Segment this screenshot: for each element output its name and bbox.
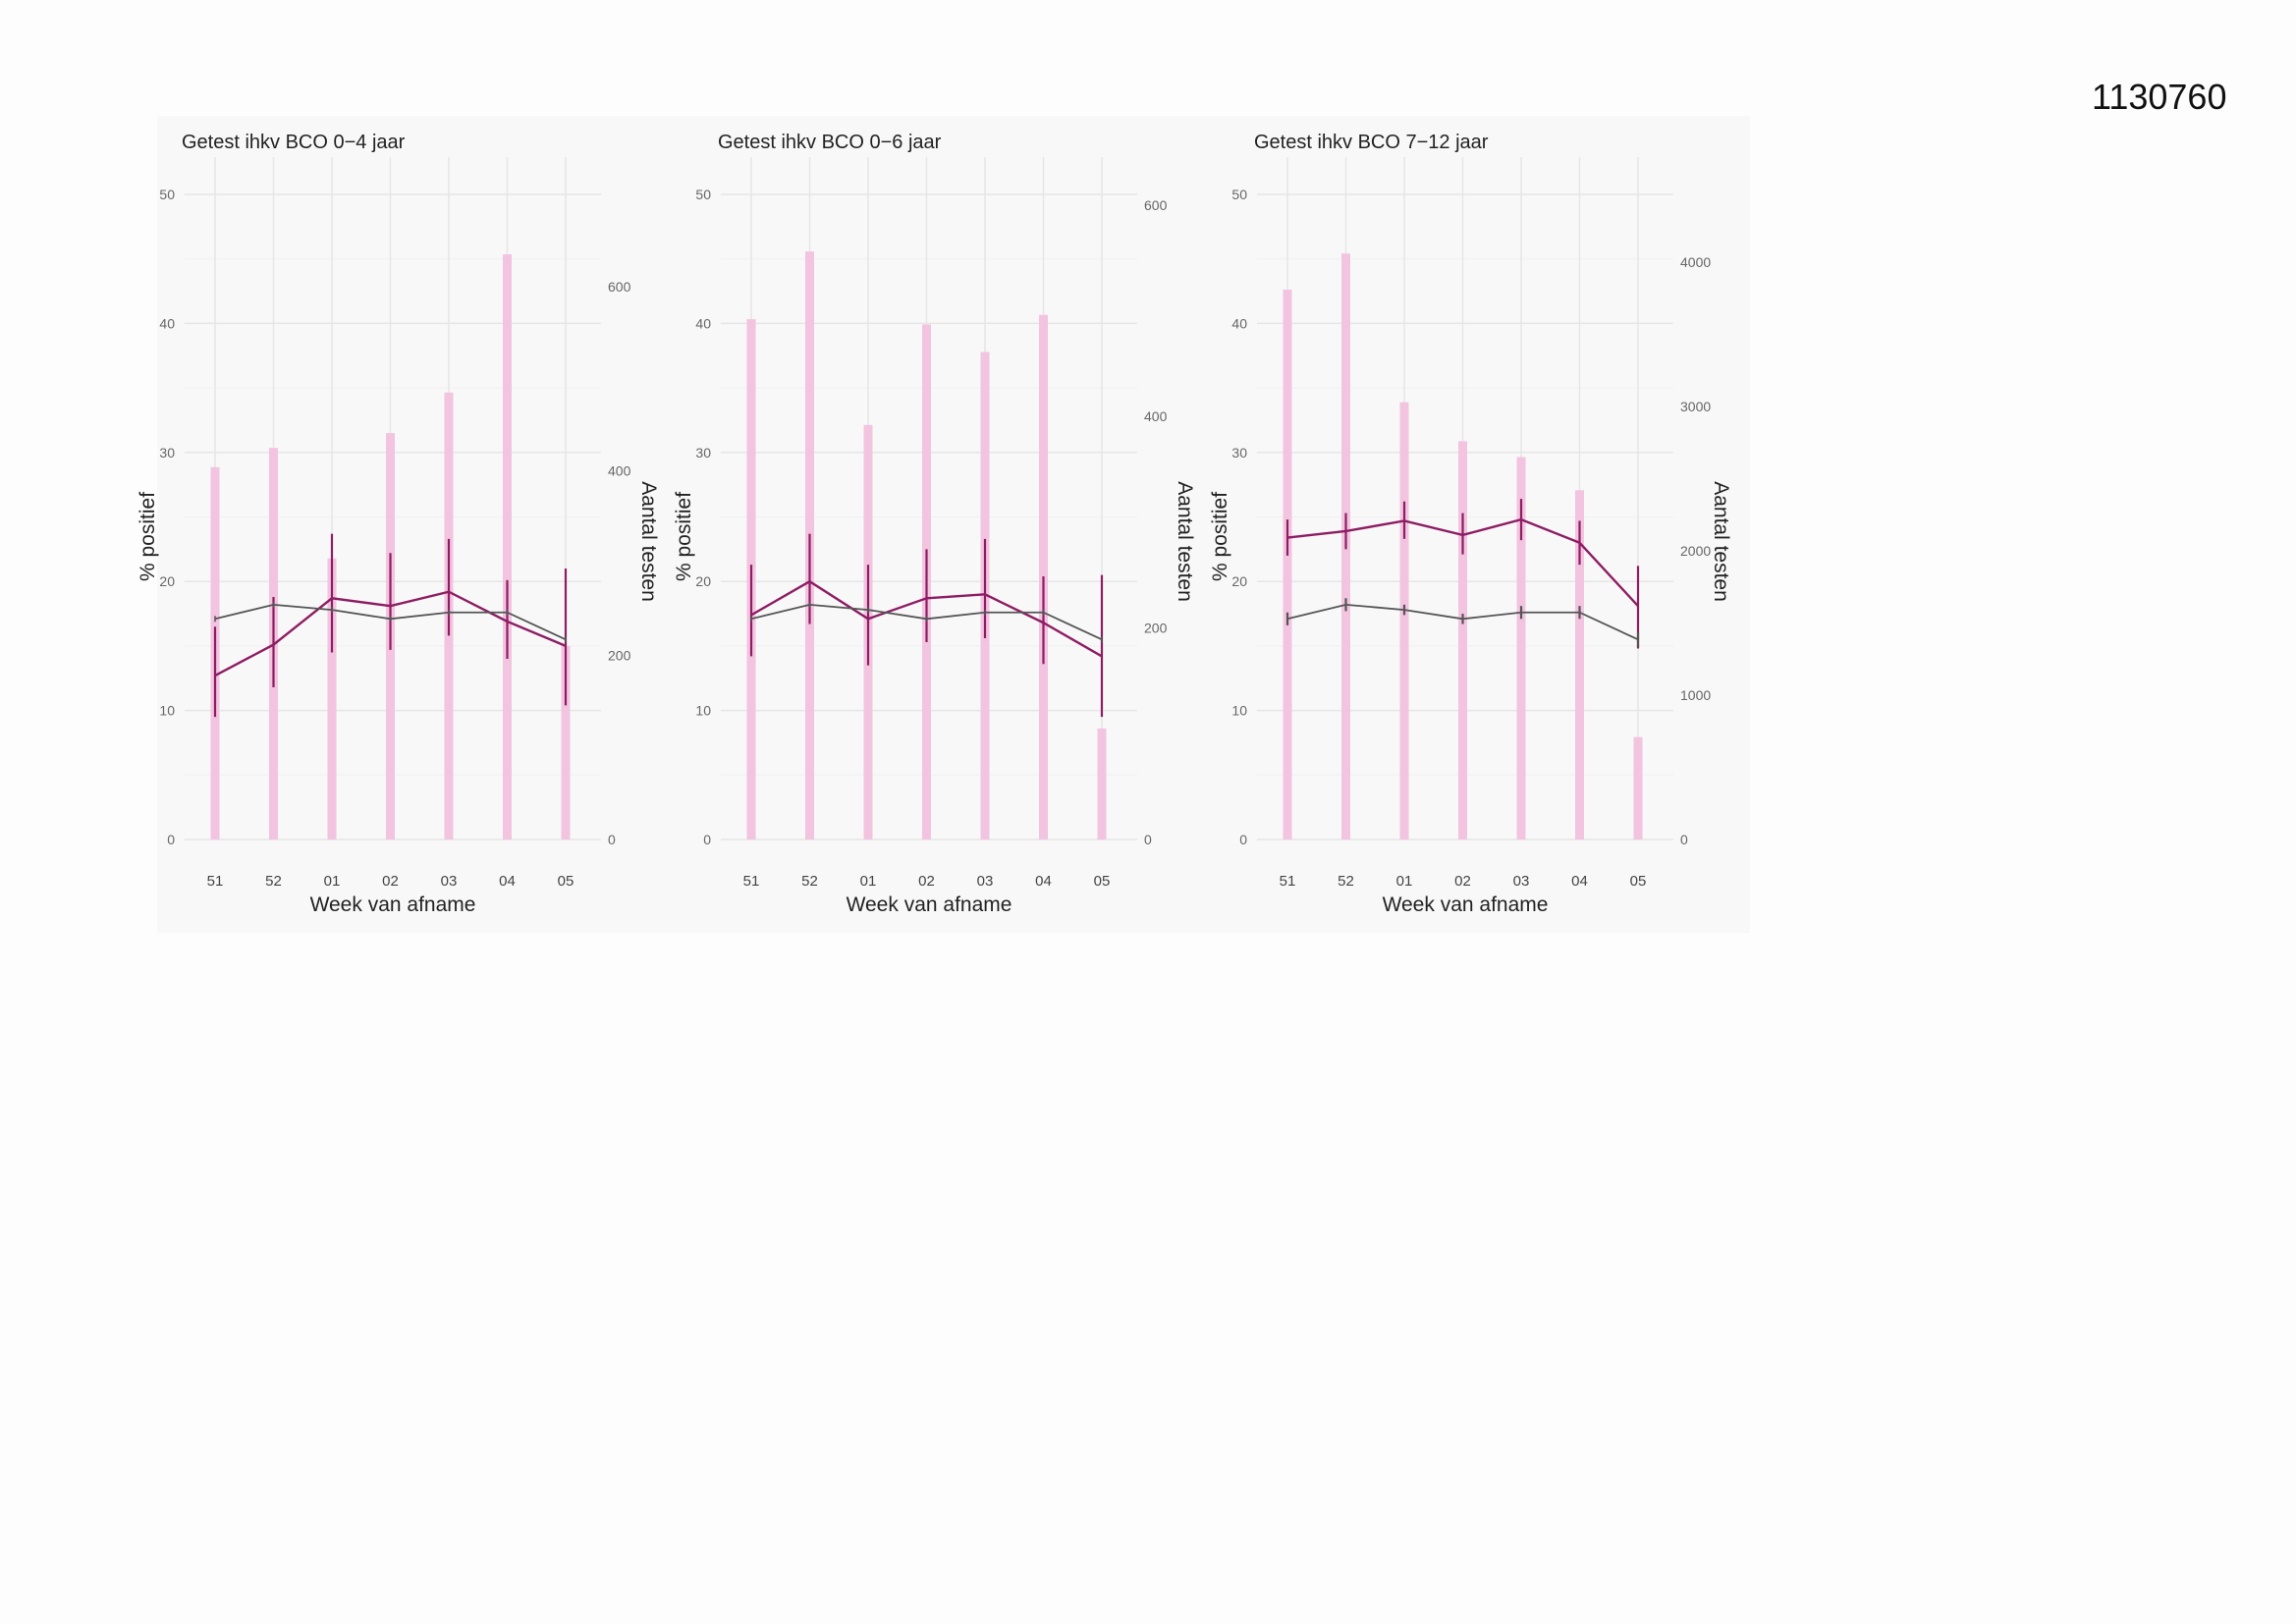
x-tick-label: 04	[1035, 873, 1052, 890]
y-tick-label: 30	[695, 445, 711, 460]
y2-axis-label: Aantal testen	[1710, 481, 1732, 602]
x-tick-label: 05	[1630, 873, 1647, 890]
x-tick-label: 04	[499, 873, 516, 890]
bar-week-01	[1399, 402, 1409, 839]
chart-panel-2: 0 10 20 30 40 50 0 200 400 600 51 52 01 02 03 04 05 Getes…	[673, 132, 1196, 916]
chart-panel-3: 0 10 20 30 40 50 0 1000 2000 3000 4000 51 52 01 02 03 04…	[1209, 132, 1732, 916]
y-axis-label: % positief	[673, 492, 695, 581]
x-tick-label: 51	[207, 873, 224, 890]
y2-tick-label: 4000	[1680, 254, 1711, 270]
y-tick-label: 10	[1231, 703, 1247, 719]
x-axis-label: Week van afname	[847, 893, 1012, 916]
document-id: 1130760	[2092, 77, 2227, 117]
chart-title: Getest ihkv BCO 0−6 jaar	[718, 132, 942, 153]
y2-tick-label: 200	[608, 647, 631, 663]
x-tick-label: 04	[1571, 873, 1588, 890]
x-tick-label: 51	[743, 873, 760, 890]
bar-week-05	[561, 645, 571, 839]
y2-tick-label: 600	[1144, 197, 1168, 213]
y2-tick-label: 2000	[1680, 543, 1711, 559]
y-tick-label: 10	[159, 703, 175, 719]
y-axis-label: % positief	[1209, 492, 1231, 581]
y-tick-label: 20	[159, 573, 175, 589]
x-tick-label: 52	[801, 873, 818, 890]
y-tick-label: 50	[1231, 187, 1247, 202]
y-tick-label: 0	[703, 832, 711, 847]
y2-tick-label: 3000	[1680, 399, 1711, 414]
y2-tick-label: 0	[1144, 832, 1152, 847]
x-tick-label: 01	[1396, 873, 1413, 890]
y-tick-label: 0	[1239, 832, 1247, 847]
y-tick-label: 50	[159, 187, 175, 202]
bar-week-51	[1283, 290, 1292, 839]
x-tick-label: 01	[324, 873, 341, 890]
y-tick-label: 20	[695, 573, 711, 589]
bar-week-05	[1633, 736, 1643, 839]
x-axis-label: Week van afname	[310, 893, 476, 916]
figure-background	[157, 116, 1750, 933]
y-tick-label: 40	[159, 315, 175, 331]
x-tick-label: 52	[265, 873, 282, 890]
x-tick-label: 51	[1280, 873, 1296, 890]
chart-title: Getest ihkv BCO 0−4 jaar	[182, 132, 406, 153]
x-tick-label: 03	[977, 873, 994, 890]
y-tick-label: 40	[695, 315, 711, 331]
y-axis-label: % positief	[137, 492, 159, 581]
y2-tick-label: 200	[1144, 621, 1168, 636]
bar-week-05	[1097, 728, 1107, 839]
y-tick-label: 40	[1231, 315, 1247, 331]
x-tick-label: 02	[918, 873, 935, 890]
y-tick-label: 20	[1231, 573, 1247, 589]
y-tick-label: 50	[695, 187, 711, 202]
bar-week-03	[1516, 457, 1526, 839]
x-axis-label: Week van afname	[1383, 893, 1549, 916]
bar-week-02	[1458, 441, 1467, 839]
x-tick-label: 05	[1094, 873, 1111, 890]
bar-week-04	[503, 254, 512, 839]
chart-title: Getest ihkv BCO 7−12 jaar	[1254, 132, 1489, 153]
y2-tick-label: 400	[608, 463, 631, 479]
bar-week-04	[1575, 490, 1584, 839]
chart-panel-1: 0 10 20 30 40 50 0 200 400 600 51 52 01 02 03 04 05 Getes…	[137, 132, 660, 916]
y2-tick-label: 600	[608, 279, 631, 295]
x-tick-label: 03	[1513, 873, 1530, 890]
x-tick-label: 03	[441, 873, 458, 890]
x-tick-label: 02	[1454, 873, 1471, 890]
y-tick-label: 0	[167, 832, 175, 847]
y2-tick-label: 1000	[1680, 687, 1711, 703]
x-tick-label: 02	[382, 873, 399, 890]
y2-tick-label: 0	[608, 832, 616, 847]
bar-week-01	[327, 558, 337, 839]
y2-axis-label: Aantal testen	[1174, 481, 1196, 602]
y-tick-label: 10	[695, 703, 711, 719]
y-tick-label: 30	[159, 445, 175, 460]
y2-axis-label: Aantal testen	[637, 481, 660, 602]
y-tick-label: 30	[1231, 445, 1247, 460]
x-tick-label: 52	[1338, 873, 1354, 890]
x-tick-label: 05	[558, 873, 574, 890]
y2-tick-label: 400	[1144, 408, 1168, 424]
x-tick-label: 01	[860, 873, 877, 890]
y2-tick-label: 0	[1680, 832, 1688, 847]
